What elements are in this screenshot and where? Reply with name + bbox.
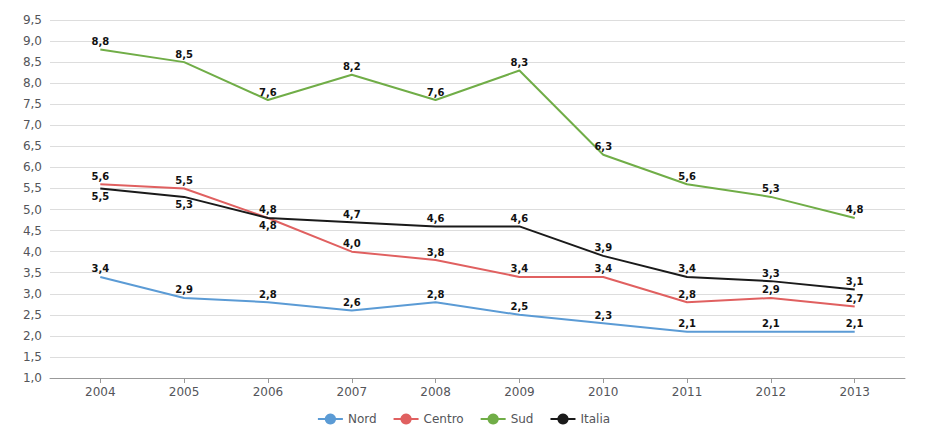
svg-text:8,5: 8,5 [23, 55, 42, 69]
svg-text:4,7: 4,7 [343, 209, 361, 220]
svg-text:9,0: 9,0 [23, 34, 42, 48]
svg-text:2,8: 2,8 [427, 289, 445, 300]
svg-text:7,6: 7,6 [259, 87, 277, 98]
svg-text:Centro: Centro [424, 412, 464, 426]
svg-text:4,8: 4,8 [259, 220, 277, 231]
svg-text:3,4: 3,4 [511, 263, 529, 274]
svg-text:2004: 2004 [85, 385, 116, 399]
svg-text:4,6: 4,6 [427, 213, 445, 224]
svg-text:4,8: 4,8 [846, 204, 864, 215]
svg-text:4,6: 4,6 [511, 213, 529, 224]
svg-text:3,9: 3,9 [594, 242, 612, 253]
svg-text:3,3: 3,3 [762, 268, 780, 279]
svg-text:6,3: 6,3 [594, 141, 612, 152]
svg-text:8,0: 8,0 [23, 76, 42, 90]
svg-text:2005: 2005 [169, 385, 200, 399]
svg-text:5,5: 5,5 [175, 175, 193, 186]
svg-text:2,5: 2,5 [23, 308, 42, 322]
svg-text:2010: 2010 [588, 385, 619, 399]
svg-text:9,5: 9,5 [23, 13, 42, 27]
svg-text:1,5: 1,5 [23, 350, 42, 364]
svg-text:2,9: 2,9 [175, 284, 193, 295]
svg-text:5,5: 5,5 [23, 181, 42, 195]
svg-text:3,0: 3,0 [23, 287, 42, 301]
svg-text:2,5: 2,5 [511, 301, 529, 312]
svg-text:Italia: Italia [580, 412, 610, 426]
svg-text:5,0: 5,0 [23, 203, 42, 217]
svg-text:2,1: 2,1 [762, 318, 780, 329]
svg-text:2,1: 2,1 [678, 318, 696, 329]
svg-text:3,4: 3,4 [91, 263, 109, 274]
svg-text:2,3: 2,3 [594, 310, 612, 321]
svg-text:2013: 2013 [839, 385, 870, 399]
svg-text:4,8: 4,8 [259, 204, 277, 215]
svg-text:8,5: 8,5 [175, 49, 193, 60]
svg-text:3,8: 3,8 [427, 247, 445, 258]
svg-text:6,5: 6,5 [23, 139, 42, 153]
svg-text:2008: 2008 [420, 385, 451, 399]
svg-text:2011: 2011 [672, 385, 703, 399]
svg-text:2,0: 2,0 [23, 329, 42, 343]
svg-text:2,1: 2,1 [846, 318, 864, 329]
svg-text:4,0: 4,0 [23, 245, 42, 259]
svg-text:5,5: 5,5 [91, 191, 109, 202]
svg-text:2,7: 2,7 [846, 293, 864, 304]
svg-text:8,3: 8,3 [511, 57, 529, 68]
svg-text:4,5: 4,5 [23, 224, 42, 238]
svg-text:5,3: 5,3 [175, 199, 193, 210]
svg-text:2,8: 2,8 [678, 289, 696, 300]
svg-text:2012: 2012 [756, 385, 787, 399]
svg-text:8,8: 8,8 [91, 36, 109, 47]
svg-text:2009: 2009 [504, 385, 535, 399]
svg-text:3,4: 3,4 [678, 263, 696, 274]
svg-text:5,6: 5,6 [91, 171, 109, 182]
svg-text:2,6: 2,6 [343, 297, 361, 308]
svg-text:4,0: 4,0 [343, 238, 361, 249]
svg-text:7,6: 7,6 [427, 87, 445, 98]
svg-text:3,4: 3,4 [594, 263, 612, 274]
svg-text:Sud: Sud [511, 412, 534, 426]
svg-text:8,2: 8,2 [343, 61, 361, 72]
svg-text:3,5: 3,5 [23, 266, 42, 280]
svg-text:2,9: 2,9 [762, 284, 780, 295]
svg-text:2007: 2007 [336, 385, 367, 399]
svg-text:2006: 2006 [253, 385, 284, 399]
svg-text:6,0: 6,0 [23, 160, 42, 174]
svg-text:5,6: 5,6 [678, 171, 696, 182]
svg-text:7,0: 7,0 [23, 118, 42, 132]
svg-text:1,0: 1,0 [23, 371, 42, 385]
svg-text:3,1: 3,1 [846, 276, 864, 287]
svg-text:Nord: Nord [348, 412, 377, 426]
svg-text:5,3: 5,3 [762, 183, 780, 194]
svg-text:7,5: 7,5 [23, 97, 42, 111]
svg-text:2,8: 2,8 [259, 289, 277, 300]
